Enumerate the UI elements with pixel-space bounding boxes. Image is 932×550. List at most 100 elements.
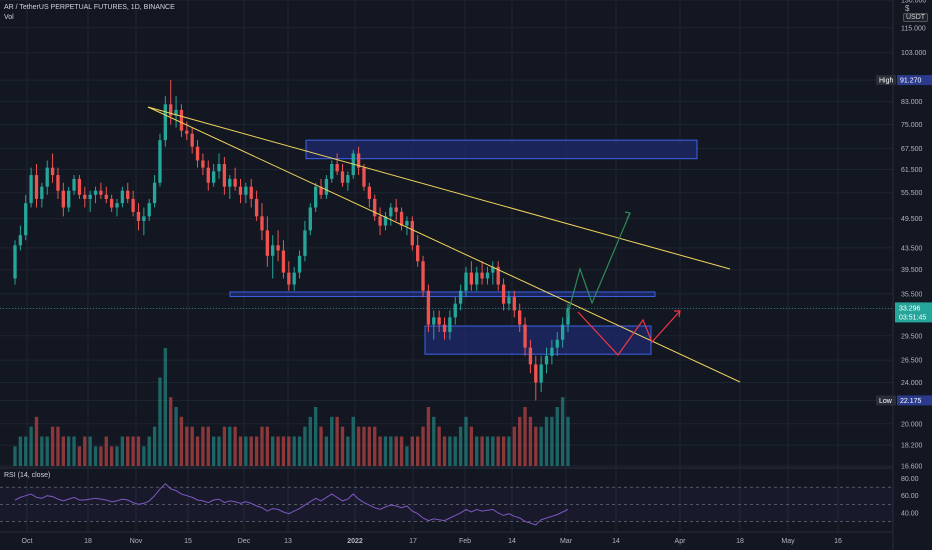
candle-body xyxy=(501,284,506,304)
volume-bar xyxy=(287,436,291,466)
time-axis[interactable]: Oct 18 Nov 15 Dec 13 2022 17 Feb 14 Mar 14 Apr 18 May 1… xyxy=(22,538,842,545)
volume-bar xyxy=(201,426,205,466)
volume-bar xyxy=(190,426,194,466)
rsi-legend[interactable]: RSI (14, close) xyxy=(4,472,51,479)
candle-body xyxy=(99,190,103,195)
volume-bar xyxy=(40,436,44,466)
volume-bar xyxy=(158,377,162,466)
candle-body xyxy=(507,297,511,304)
volume-bar xyxy=(136,436,141,466)
volume-bar xyxy=(346,436,350,466)
volume-bar xyxy=(399,436,404,466)
candle-body xyxy=(34,175,39,199)
volume-bar xyxy=(45,436,49,466)
volume-bar xyxy=(61,436,65,466)
volume-legend[interactable]: Vol xyxy=(4,14,14,21)
scale-settings-icon[interactable]: $ xyxy=(905,4,910,13)
candle-body xyxy=(469,272,474,285)
volume-bar xyxy=(378,436,382,466)
zone-rect xyxy=(424,325,652,355)
volume-bar xyxy=(265,426,270,466)
symbol-legend[interactable]: AR / TetherUS PERPETUAL FUTURES, 1D, BIN… xyxy=(4,4,175,11)
volume-bar xyxy=(303,426,307,466)
price-axis-label: 24.000 xyxy=(901,380,923,387)
candle-body xyxy=(453,303,457,318)
candle-body xyxy=(45,167,49,187)
candle-body xyxy=(163,104,167,141)
trendline-upper xyxy=(147,106,731,270)
time-axis-label: May xyxy=(781,538,795,545)
projection-bearish xyxy=(577,310,681,356)
candle-body xyxy=(346,175,350,183)
time-axis-label: 18 xyxy=(84,538,92,545)
volume-bar xyxy=(464,416,468,466)
volume-bar xyxy=(281,436,286,466)
candle-body xyxy=(238,186,243,195)
candle-body xyxy=(485,272,490,279)
candle-body xyxy=(399,211,404,226)
candle-body xyxy=(72,178,76,191)
time-axis-label: Dec xyxy=(238,538,251,545)
volume-bar xyxy=(373,426,377,466)
candle-body xyxy=(18,235,23,246)
volume-bar xyxy=(501,436,506,466)
candle-body xyxy=(518,310,522,325)
trendline-lower xyxy=(147,106,741,383)
candle-body xyxy=(437,317,441,325)
candle-body xyxy=(83,194,87,199)
candle-body xyxy=(29,175,33,204)
trendline-drawings[interactable] xyxy=(147,106,741,383)
time-axis-label: 16 xyxy=(834,538,842,545)
volume-bar xyxy=(222,426,227,466)
volume-bar xyxy=(179,416,184,466)
volume-bar xyxy=(528,416,533,466)
volume-bar xyxy=(550,416,554,466)
volume-bar xyxy=(335,416,339,466)
volume-bar xyxy=(244,436,248,466)
candle-body xyxy=(131,198,135,212)
candle-body xyxy=(179,109,184,131)
candle-body xyxy=(534,364,538,383)
volume-bar xyxy=(523,407,527,466)
volume-bar xyxy=(13,446,17,466)
high-tag-value-box xyxy=(897,75,932,86)
candle-body xyxy=(297,255,302,273)
rsi-indicator: 80.00 60.00 40.00 xyxy=(0,476,919,526)
candle-body xyxy=(426,290,431,325)
volume-bar xyxy=(24,436,28,466)
volume-bars xyxy=(13,348,570,466)
candle-body xyxy=(228,178,232,187)
projection-bearish-arrowhead xyxy=(674,310,681,318)
high-tag-label: High xyxy=(879,78,894,85)
candle-body xyxy=(152,182,157,204)
volume-bar xyxy=(448,436,452,466)
volume-bar xyxy=(437,426,441,466)
candle-body xyxy=(50,167,55,176)
candle-body xyxy=(480,272,484,279)
volume-bar xyxy=(405,446,409,466)
volume-bar xyxy=(126,436,130,466)
volume-bar xyxy=(233,426,237,466)
candle-body xyxy=(458,290,463,304)
last-price-box xyxy=(895,302,932,323)
low-tag-value: 22.175 xyxy=(900,398,922,405)
candle-body xyxy=(566,308,570,325)
candle-body xyxy=(491,266,495,273)
candle-body xyxy=(195,146,200,161)
price-axis-label: 75.000 xyxy=(901,122,923,129)
last-price-value: 33.296 xyxy=(899,305,921,312)
volume-bar xyxy=(292,436,296,466)
price-axis[interactable]: 130.000 115.000 103.000 83.000 75.000 67.500 6… xyxy=(901,0,926,471)
candle-body xyxy=(158,140,162,183)
rsi-axis-label: 80.00 xyxy=(901,476,919,483)
candle-body xyxy=(475,272,479,285)
candle-body xyxy=(324,178,329,195)
time-axis-label: Oct xyxy=(22,538,33,545)
price-axis-label: 35.500 xyxy=(901,291,923,298)
countdown-value: 03:51:45 xyxy=(899,314,926,321)
candle-body xyxy=(88,194,92,199)
low-tag-value-box xyxy=(897,395,932,406)
volume-bar xyxy=(211,436,216,466)
currency-badge[interactable]: USDT xyxy=(903,13,929,22)
